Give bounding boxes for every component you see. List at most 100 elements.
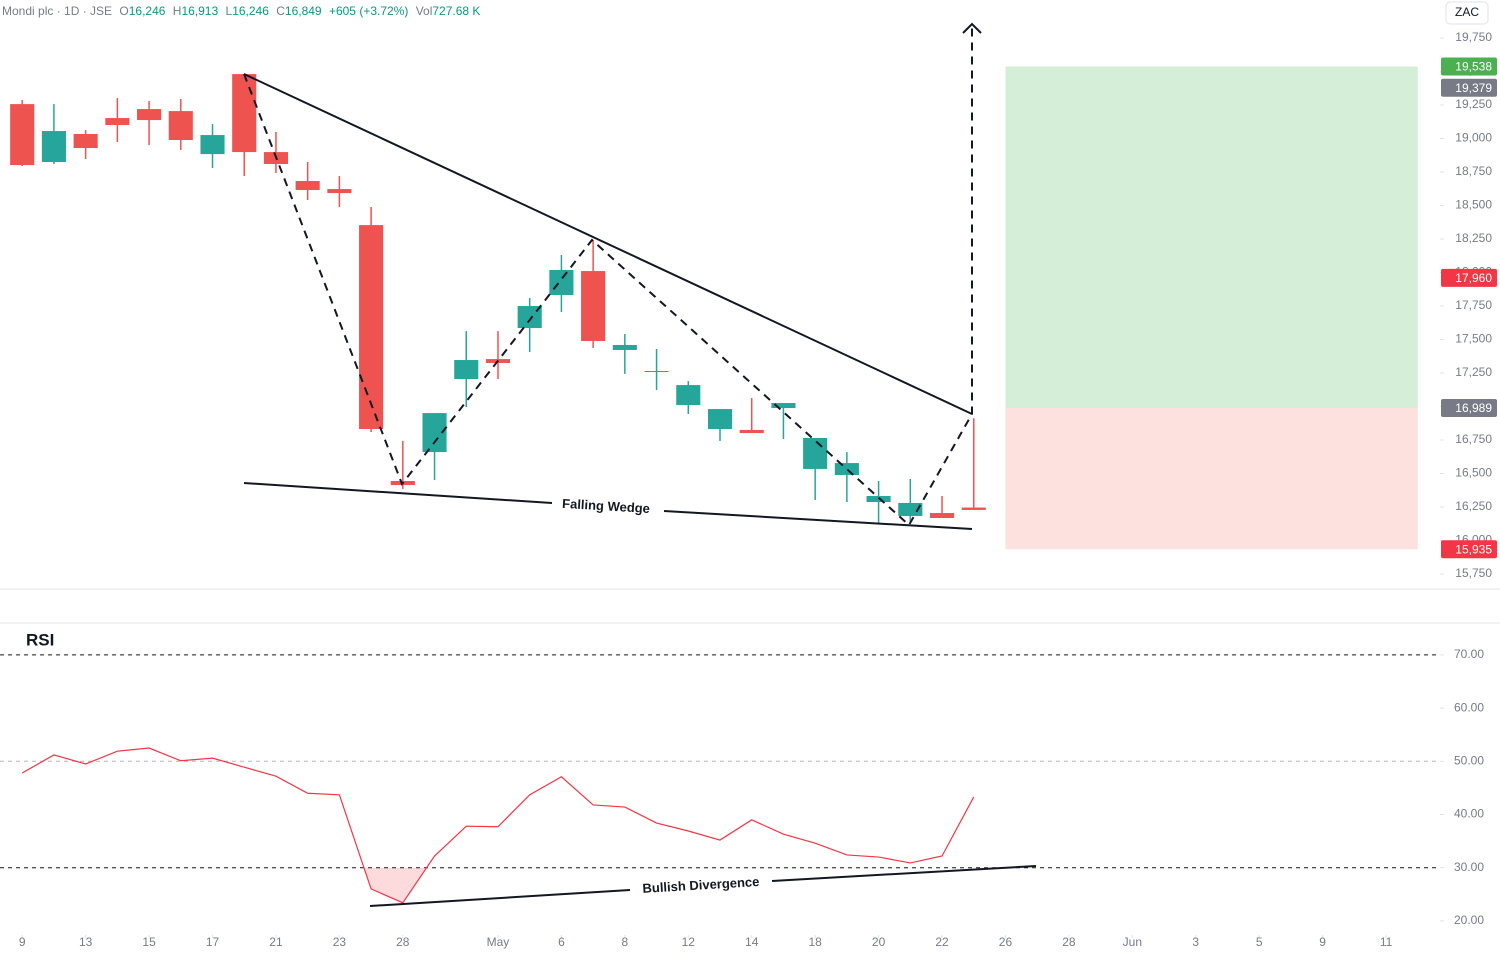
stop-zone [1005, 407, 1418, 550]
divergence-label: Bullish Divergence [642, 874, 760, 896]
x-tick-label: 15 [142, 935, 156, 949]
x-tick-label: 9 [1319, 935, 1326, 949]
price-badge-label: 16,989 [1455, 401, 1492, 415]
x-tick-label: 5 [1256, 935, 1263, 949]
candle-body [105, 118, 130, 126]
oversold-fill [22, 867, 974, 903]
y-tick-label: 60.00 [1454, 700, 1484, 714]
candle-body [929, 513, 955, 518]
candle-body [612, 345, 637, 350]
y-tick-label: 19,000 [1455, 131, 1492, 145]
x-tick-label: 26 [999, 935, 1013, 949]
price-badge-label: 15,935 [1455, 542, 1492, 556]
candle-body [359, 225, 384, 430]
y-tick-label: 17,250 [1455, 365, 1492, 379]
change: +605 (+3.72%) [329, 4, 408, 18]
candle-body [41, 131, 66, 162]
x-tick-label: May [487, 935, 510, 949]
currency-box[interactable] [1445, 1, 1489, 25]
candle-body [549, 269, 574, 296]
candle-body [327, 189, 352, 194]
price-badge [1441, 398, 1497, 417]
target-zone [1005, 66, 1418, 408]
candle-body [10, 104, 35, 166]
x-tick-label: 14 [745, 935, 759, 949]
candle-body [676, 385, 701, 406]
x-tick-label: 9 [19, 935, 26, 949]
price-badge-label: 19,538 [1455, 60, 1492, 74]
y-tick-label: 16,750 [1455, 432, 1492, 446]
candle-body [73, 133, 98, 149]
x-tick-label: 17 [206, 935, 220, 949]
candle-body [517, 306, 542, 328]
candle-body [232, 74, 257, 153]
y-tick-label: 18,500 [1455, 198, 1492, 212]
candle-body [200, 135, 225, 155]
y-tick-label: 50.00 [1454, 753, 1484, 767]
x-tick-label: 8 [622, 935, 629, 949]
x-tick-label: 3 [1192, 935, 1199, 949]
price-badge-label: 19,379 [1455, 81, 1492, 95]
x-tick-label: 28 [396, 935, 410, 949]
field-value: 16,246 [129, 4, 166, 18]
field-value: 727.68 K [432, 4, 480, 18]
y-tick-label: 40.00 [1454, 807, 1484, 821]
zigzag-path [243, 25, 973, 527]
divergence-line [771, 865, 1037, 882]
x-tick-label: 11 [1380, 935, 1393, 949]
divergence-line [369, 889, 631, 907]
price-badge-label: 17,960 [1455, 271, 1492, 285]
y-tick-label: 19,750 [1455, 30, 1492, 44]
symbol: Mondi plc · 1D · JSE [2, 4, 112, 18]
y-tick-label: 16,250 [1455, 499, 1492, 513]
candle-body [834, 463, 859, 475]
candle-body [803, 437, 828, 469]
candle-body [137, 109, 162, 121]
candle-body [454, 360, 479, 380]
candle-body [295, 181, 320, 190]
field-value: 16,246 [232, 4, 269, 18]
x-tick-label: 6 [558, 935, 565, 949]
price-badge [1441, 57, 1497, 76]
trend-line [243, 482, 553, 504]
field-key: L [226, 4, 233, 18]
x-tick-label: 22 [935, 935, 949, 949]
candle-body [644, 371, 669, 373]
x-tick-label: 28 [1062, 935, 1076, 949]
candle-body [581, 271, 606, 341]
y-tick-label: 19,250 [1455, 97, 1492, 111]
header: Mondi plc · 1D · JSE O16,246 H16,913 L16… [2, 4, 480, 18]
x-tick-label: 12 [682, 935, 696, 949]
pane-title: RSI [26, 630, 54, 649]
x-tick-label: 21 [269, 935, 283, 949]
x-tick-label: Jun [1123, 935, 1142, 949]
candle-body [961, 507, 986, 510]
field-value: 16,849 [285, 4, 322, 18]
price-badge [1441, 78, 1497, 97]
x-tick-label: 18 [808, 935, 822, 949]
price-badge [1441, 268, 1497, 287]
field-key: Vol [416, 4, 433, 18]
candle-body [771, 403, 796, 408]
y-tick-label: 17,750 [1455, 298, 1492, 312]
price-badge [1441, 540, 1497, 559]
candle-body [866, 496, 891, 503]
candle-body [739, 429, 764, 434]
arrow-head [962, 22, 982, 34]
candle-body [707, 409, 733, 430]
candle-body [898, 502, 923, 516]
candle-body [168, 111, 193, 141]
rsi-line [21, 747, 975, 904]
x-tick-label: 20 [872, 935, 886, 949]
y-tick-label: 18,750 [1455, 164, 1492, 178]
x-tick-label: 23 [333, 935, 347, 949]
y-tick-label: 15,750 [1455, 566, 1492, 580]
y-tick-label: 30.00 [1454, 860, 1484, 874]
y-tick-label: 16,500 [1455, 466, 1492, 480]
y-tick-label: 18,250 [1455, 231, 1492, 245]
x-tick-label: 13 [79, 935, 93, 949]
y-tick-label: 17,500 [1455, 332, 1492, 346]
currency[interactable]: ZAC [1455, 5, 1479, 19]
field-key: O [119, 4, 128, 18]
pattern-label: Falling Wedge [562, 496, 651, 516]
